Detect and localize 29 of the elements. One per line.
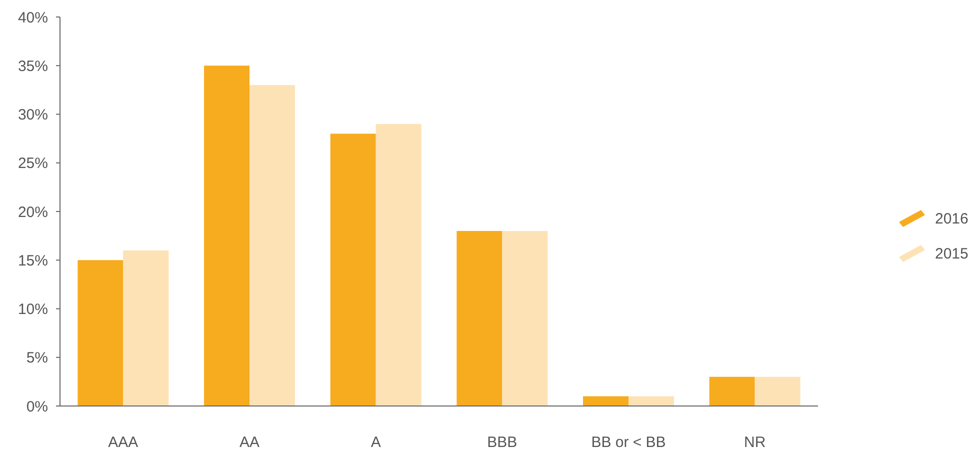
bar bbox=[204, 66, 250, 406]
y-tick-label: 35% bbox=[18, 58, 48, 75]
y-tick-label: 10% bbox=[18, 301, 48, 318]
x-tick-label: A bbox=[370, 434, 381, 451]
bar bbox=[628, 396, 674, 406]
y-tick-label: 25% bbox=[18, 155, 48, 172]
bar bbox=[250, 85, 295, 406]
x-tick-label: BB or < BB bbox=[591, 434, 666, 451]
y-tick-label: 20% bbox=[18, 204, 48, 221]
x-tick-label: BBB bbox=[487, 434, 518, 451]
x-tick-label: AA bbox=[239, 434, 260, 451]
y-tick-label: 0% bbox=[26, 398, 48, 416]
y-tick-label: 40% bbox=[18, 9, 48, 26]
bar bbox=[330, 134, 376, 406]
bar bbox=[583, 396, 628, 406]
bar bbox=[456, 230, 502, 406]
x-tick-label: NR bbox=[744, 434, 766, 451]
bar bbox=[123, 250, 169, 406]
bar bbox=[502, 230, 548, 406]
bar bbox=[376, 124, 422, 406]
bar bbox=[754, 376, 800, 406]
bar bbox=[709, 376, 755, 406]
x-tick-label: AAA bbox=[108, 434, 138, 451]
legend-label: 2016 bbox=[935, 210, 968, 228]
y-tick-label: 30% bbox=[18, 106, 48, 124]
legend-label: 2015 bbox=[935, 245, 968, 262]
bar bbox=[78, 260, 124, 406]
y-tick-label: 5% bbox=[26, 350, 48, 367]
y-tick-label: 15% bbox=[18, 252, 48, 270]
